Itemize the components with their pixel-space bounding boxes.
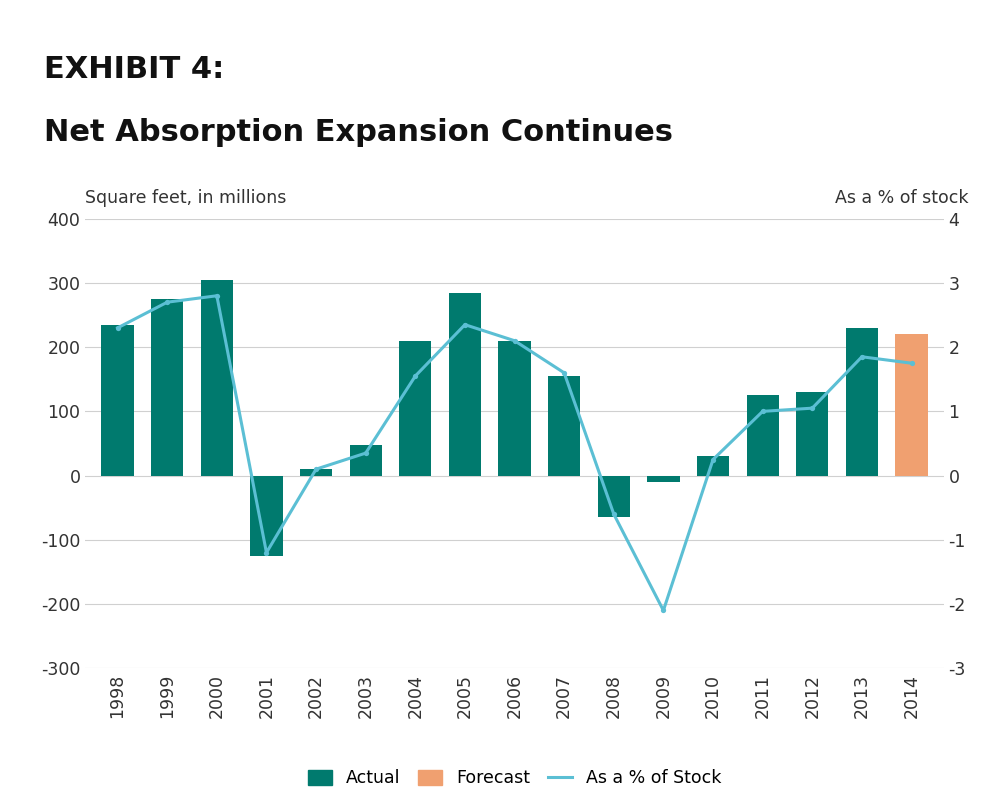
Text: Square feet, in millions: Square feet, in millions: [85, 189, 287, 207]
Bar: [448, 292, 480, 475]
Bar: [399, 341, 431, 475]
Bar: [150, 299, 184, 475]
Bar: [845, 328, 878, 475]
Bar: [201, 279, 233, 475]
Bar: [696, 456, 728, 475]
Bar: [647, 475, 679, 482]
Bar: [101, 325, 133, 475]
Bar: [795, 392, 827, 475]
Bar: [895, 335, 927, 475]
Bar: [548, 376, 580, 475]
Bar: [349, 445, 381, 475]
Text: As a % of stock: As a % of stock: [834, 189, 968, 207]
Text: Net Absorption Expansion Continues: Net Absorption Expansion Continues: [44, 117, 672, 147]
Bar: [250, 475, 282, 556]
Text: EXHIBIT 4:: EXHIBIT 4:: [44, 55, 225, 84]
Bar: [746, 395, 778, 475]
Bar: [597, 475, 629, 518]
Bar: [300, 469, 332, 475]
Legend: Actual, Forecast, As a % of Stock: Actual, Forecast, As a % of Stock: [301, 762, 727, 795]
Bar: [497, 341, 531, 475]
